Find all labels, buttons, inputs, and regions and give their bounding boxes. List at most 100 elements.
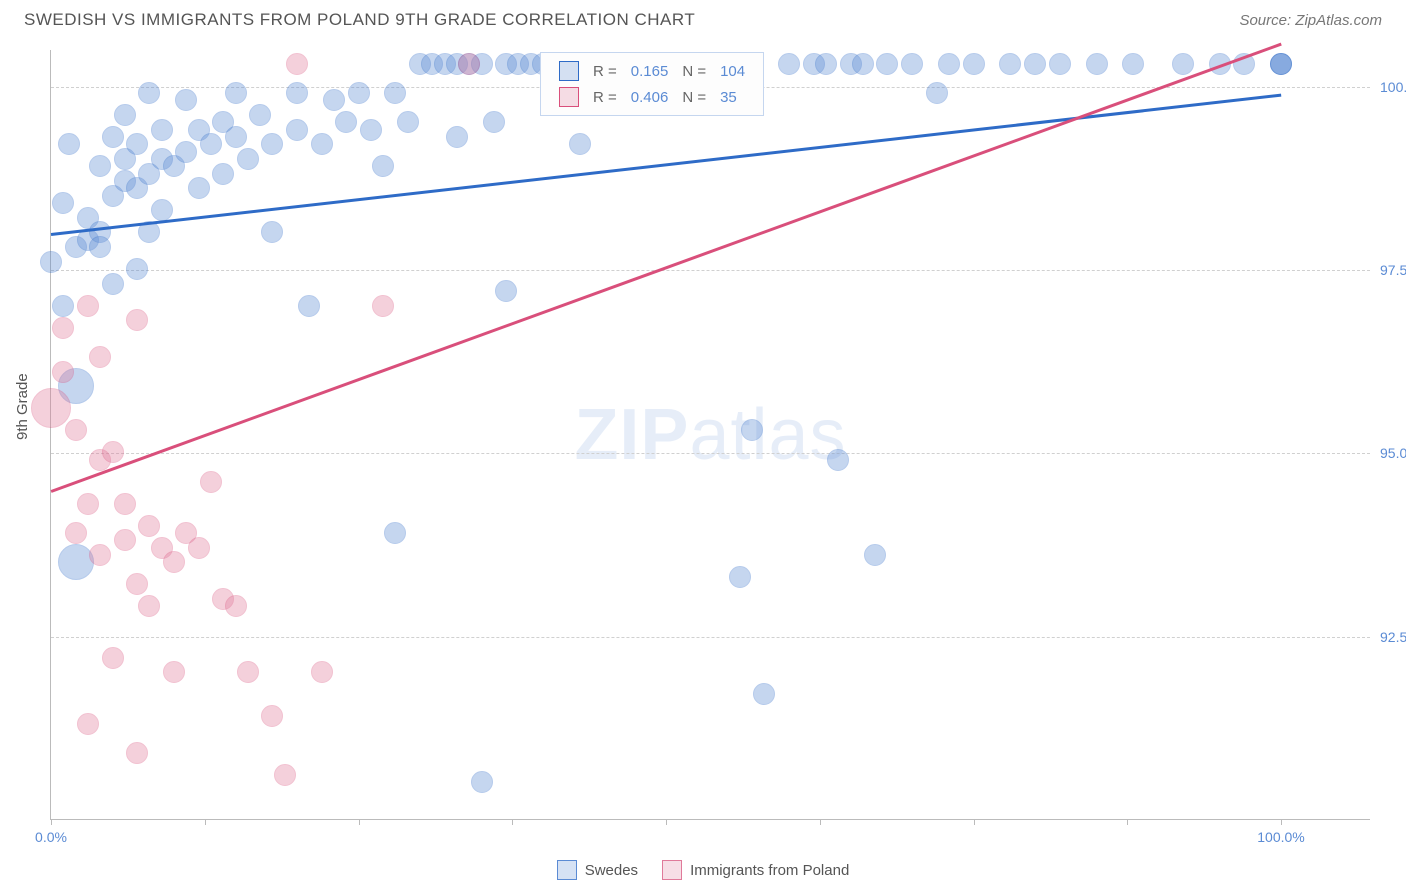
- data-point: [126, 258, 148, 280]
- data-point: [249, 104, 271, 126]
- n-label: N =: [676, 59, 712, 83]
- legend-label: Immigrants from Poland: [690, 862, 849, 879]
- data-point: [1049, 53, 1071, 75]
- data-point: [102, 647, 124, 669]
- data-point: [372, 295, 394, 317]
- data-point: [348, 82, 370, 104]
- data-point: [212, 163, 234, 185]
- data-point: [77, 713, 99, 735]
- data-point: [483, 111, 505, 133]
- data-point: [261, 705, 283, 727]
- data-point: [1172, 53, 1194, 75]
- y-tick-label: 100.0%: [1380, 79, 1406, 95]
- data-point: [261, 221, 283, 243]
- data-point: [286, 53, 308, 75]
- legend-label: Swedes: [585, 862, 638, 879]
- chart-header: SWEDISH VS IMMIGRANTS FROM POLAND 9TH GR…: [0, 0, 1406, 36]
- data-point: [126, 573, 148, 595]
- scatter-chart: ZIPatlas 92.5%95.0%97.5%100.0%0.0%100.0%: [50, 50, 1370, 820]
- data-point: [999, 53, 1021, 75]
- data-point: [815, 53, 837, 75]
- data-point: [77, 295, 99, 317]
- data-point: [200, 133, 222, 155]
- data-point: [126, 742, 148, 764]
- data-point: [384, 522, 406, 544]
- data-point: [963, 53, 985, 75]
- x-tick: [1281, 819, 1282, 825]
- data-point: [311, 661, 333, 683]
- data-point: [901, 53, 923, 75]
- x-tick: [205, 819, 206, 825]
- data-point: [114, 104, 136, 126]
- data-point: [335, 111, 357, 133]
- legend-swatch: [559, 61, 579, 81]
- data-point: [225, 82, 247, 104]
- data-point: [89, 155, 111, 177]
- y-tick-label: 95.0%: [1380, 445, 1406, 461]
- legend-item: Swedes: [557, 860, 638, 880]
- data-point: [729, 566, 751, 588]
- r-label: R =: [587, 85, 623, 109]
- data-point: [1122, 53, 1144, 75]
- x-tick: [974, 819, 975, 825]
- correlation-table: R =0.165N =104R =0.406N =35: [551, 57, 753, 111]
- data-point: [458, 53, 480, 75]
- data-point: [126, 309, 148, 331]
- data-point: [237, 661, 259, 683]
- data-point: [89, 346, 111, 368]
- data-point: [360, 119, 382, 141]
- data-point: [1270, 53, 1292, 75]
- series-legend: Swedes Immigrants from Poland: [0, 860, 1406, 880]
- data-point: [188, 177, 210, 199]
- gridline: [51, 637, 1370, 638]
- data-point: [876, 53, 898, 75]
- data-point: [89, 544, 111, 566]
- data-point: [926, 82, 948, 104]
- data-point: [471, 771, 493, 793]
- chart-source: Source: ZipAtlas.com: [1239, 12, 1382, 29]
- y-axis-label: 9th Grade: [14, 373, 31, 440]
- data-point: [52, 317, 74, 339]
- data-point: [114, 493, 136, 515]
- x-tick-label: 100.0%: [1257, 829, 1304, 845]
- data-point: [1024, 53, 1046, 75]
- data-point: [569, 133, 591, 155]
- data-point: [495, 280, 517, 302]
- x-tick: [820, 819, 821, 825]
- data-point: [89, 236, 111, 258]
- y-tick-label: 92.5%: [1380, 629, 1406, 645]
- legend-swatch: [662, 860, 682, 880]
- r-value: 0.165: [625, 59, 675, 83]
- data-point: [938, 53, 960, 75]
- data-point: [741, 419, 763, 441]
- x-tick: [51, 819, 52, 825]
- data-point: [65, 522, 87, 544]
- data-point: [372, 155, 394, 177]
- data-point: [852, 53, 874, 75]
- correlation-legend: R =0.165N =104R =0.406N =35: [540, 52, 764, 116]
- data-point: [311, 133, 333, 155]
- data-point: [58, 544, 94, 580]
- data-point: [31, 388, 71, 428]
- x-tick-label: 0.0%: [35, 829, 67, 845]
- data-point: [225, 126, 247, 148]
- data-point: [753, 683, 775, 705]
- n-value: 35: [714, 85, 751, 109]
- data-point: [261, 133, 283, 155]
- watermark-rest: atlas: [689, 395, 846, 475]
- data-point: [446, 126, 468, 148]
- x-tick: [666, 819, 667, 825]
- gridline: [51, 270, 1370, 271]
- data-point: [114, 529, 136, 551]
- watermark: ZIPatlas: [574, 394, 846, 476]
- watermark-bold: ZIP: [574, 395, 689, 475]
- data-point: [274, 764, 296, 786]
- data-point: [102, 273, 124, 295]
- data-point: [384, 82, 406, 104]
- x-tick: [359, 819, 360, 825]
- data-point: [52, 361, 74, 383]
- data-point: [397, 111, 419, 133]
- y-tick-label: 97.5%: [1380, 262, 1406, 278]
- legend-swatch: [557, 860, 577, 880]
- data-point: [175, 89, 197, 111]
